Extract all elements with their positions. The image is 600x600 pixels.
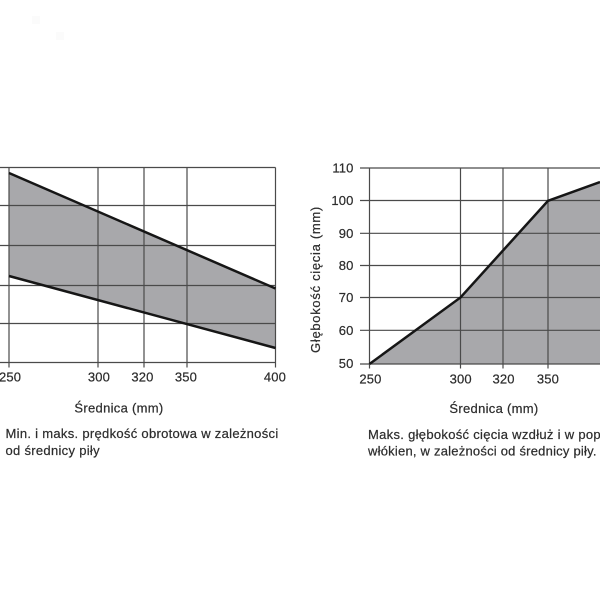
svg-text:Średnica (mm): Średnica (mm): [449, 401, 538, 416]
svg-text:od średnicy piły: od średnicy piły: [6, 443, 101, 458]
svg-text:350: 350: [175, 370, 197, 385]
svg-text:Średnica (mm): Średnica (mm): [74, 401, 163, 416]
svg-text:250: 250: [359, 372, 381, 387]
svg-text:Głębokość cięcia (mm): Głębokość cięcia (mm): [308, 206, 323, 353]
svg-text:Maks. głębokość cięcia wzdłuż: Maks. głębokość cięcia wzdłuż i w poprze…: [368, 427, 600, 442]
svg-text:300: 300: [450, 372, 472, 387]
svg-text:350: 350: [537, 372, 559, 387]
svg-text:110: 110: [332, 161, 353, 176]
svg-text:100: 100: [331, 193, 353, 208]
svg-text:Min. i maks. prędkość obrotowa: Min. i maks. prędkość obrotowa w zależno…: [6, 426, 279, 441]
svg-text:60: 60: [339, 323, 354, 338]
svg-text:50: 50: [339, 356, 354, 371]
svg-text:70: 70: [339, 290, 354, 305]
svg-text:320: 320: [493, 372, 515, 387]
svg-text:90: 90: [339, 226, 354, 241]
svg-text:400: 400: [264, 370, 286, 385]
svg-text:80: 80: [339, 258, 354, 273]
svg-text:250: 250: [0, 370, 21, 385]
svg-text:320: 320: [131, 370, 153, 385]
svg-text:300: 300: [88, 370, 110, 385]
svg-text:włókien, w zależności od średn: włókien, w zależności od średnicy piły.: [367, 444, 597, 459]
